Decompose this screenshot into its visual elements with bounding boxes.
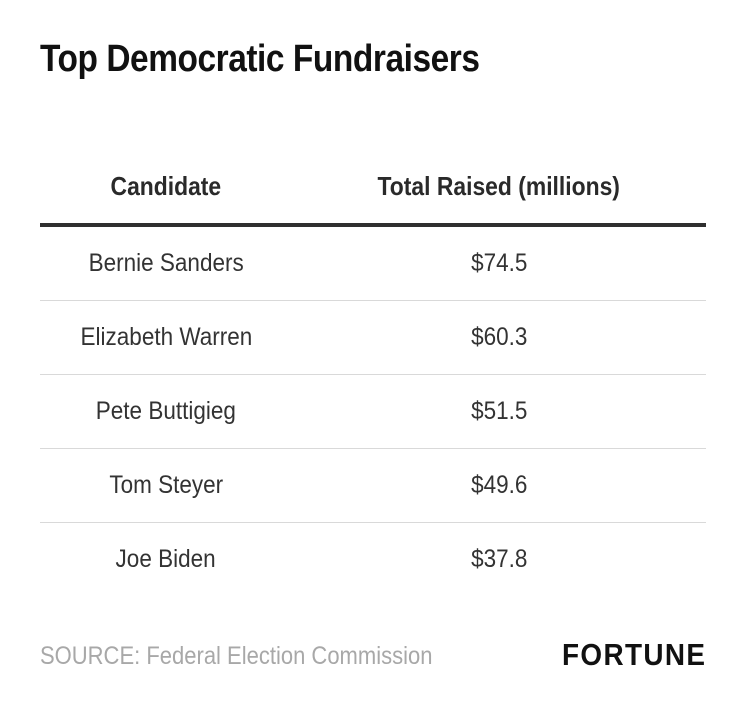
candidate-name: Joe Biden [115, 545, 217, 573]
total-raised-value: $49.6 [470, 471, 528, 499]
table-row: Tom Steyer $49.6 [40, 448, 706, 523]
candidate-cell: Joe Biden [40, 523, 292, 597]
source-note: SOURCE: Federal Election Commission [40, 642, 433, 670]
table-row: Pete Buttigieg $51.5 [40, 374, 706, 449]
candidate-cell: Tom Steyer [40, 448, 292, 523]
column-header-total-raised: Total Raised (millions) [292, 150, 706, 227]
fortune-logo: FORTUNE [561, 637, 706, 672]
table-header-row: Candidate Total Raised (millions) [40, 150, 706, 227]
column-header-candidate-label: Candidate [110, 171, 222, 201]
total-raised-cell: $51.5 [292, 374, 706, 449]
total-raised-cell: $49.6 [292, 448, 706, 523]
total-raised-value: $37.8 [470, 545, 528, 573]
table-row: Joe Biden $37.8 [40, 523, 706, 597]
candidate-cell: Elizabeth Warren [40, 300, 292, 375]
total-raised-value: $74.5 [470, 249, 528, 277]
candidate-cell: Pete Buttigieg [40, 374, 292, 449]
data-table-container: Candidate Total Raised (millions) Bernie… [40, 150, 706, 596]
candidate-cell: Bernie Sanders [40, 225, 292, 301]
candidate-name: Tom Steyer [109, 471, 223, 499]
total-raised-cell: $60.3 [292, 300, 706, 375]
chart-title: Top Democratic Fundraisers [40, 38, 480, 80]
table-row: Elizabeth Warren $60.3 [40, 300, 706, 375]
total-raised-value: $60.3 [470, 323, 528, 351]
table-row: Bernie Sanders $74.5 [40, 225, 706, 301]
total-raised-cell: $37.8 [292, 523, 706, 597]
total-raised-value: $51.5 [470, 397, 528, 425]
candidate-name: Pete Buttigieg [95, 397, 237, 425]
column-header-total-raised-label: Total Raised (millions) [377, 171, 621, 201]
fundraisers-table: Candidate Total Raised (millions) Bernie… [40, 150, 706, 596]
total-raised-cell: $74.5 [292, 225, 706, 301]
candidate-name: Elizabeth Warren [80, 323, 252, 351]
candidate-name: Bernie Sanders [88, 249, 244, 277]
column-header-candidate: Candidate [40, 150, 292, 227]
